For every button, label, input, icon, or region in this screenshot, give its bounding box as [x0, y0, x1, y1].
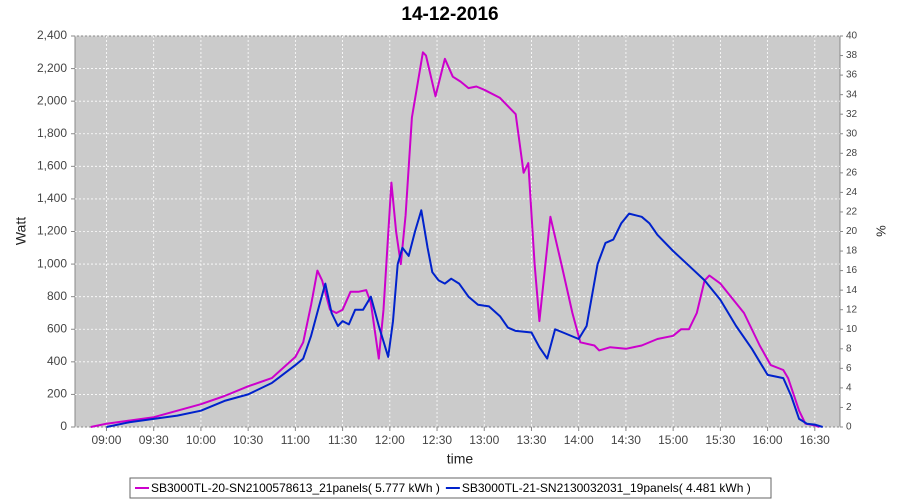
y2-tick-label: 36 [846, 70, 858, 81]
x-tick-label: 09:30 [139, 433, 169, 447]
y2-tick-label: 8 [846, 343, 852, 354]
y2-tick-label: 26 [846, 167, 858, 178]
y-tick-label: 600 [47, 321, 67, 335]
x-tick-label: 14:30 [611, 433, 641, 447]
y-tick-label: 1,600 [37, 159, 67, 173]
y2-axis-label: % [874, 225, 889, 237]
y-tick-label: 2,200 [37, 61, 67, 75]
chart-title: 14-12-2016 [401, 4, 498, 25]
y-tick-label: 1,400 [37, 191, 67, 205]
y2-tick-label: 32 [846, 109, 858, 120]
y2-tick-label: 2 [846, 402, 852, 413]
series-line [90, 51, 820, 428]
y-tick-label: 1,000 [37, 256, 67, 270]
x-tick-label: 11:00 [281, 433, 310, 447]
x-axis-label: time [447, 451, 474, 467]
y2-tick-label: 28 [846, 148, 858, 159]
y2-tick-label: 30 [846, 128, 858, 139]
y2-tick-label: 0 [846, 422, 852, 433]
y2-tick-label: 14 [846, 285, 858, 296]
y-tick-label: 800 [47, 289, 67, 303]
y2-tick-label: 22 [846, 207, 858, 218]
x-tick-label: 12:30 [422, 433, 452, 447]
y-axis-label: Watt [13, 217, 29, 245]
y-tick-label: 1,800 [37, 126, 67, 140]
y2-tick-label: 16 [846, 265, 858, 276]
y-tick-label: 0 [60, 419, 67, 433]
y-tick-label: 200 [47, 387, 67, 401]
y2-tick-label: 34 [846, 89, 858, 100]
y-tick-label: 400 [47, 354, 67, 368]
x-tick-label: 09:00 [91, 433, 121, 447]
y2-tick-label: 10 [846, 324, 858, 335]
series-line [106, 209, 823, 428]
x-tick-label: 12:00 [375, 433, 405, 447]
y2-tick-label: 4 [846, 383, 852, 394]
y2-tick-label: 6 [846, 363, 852, 374]
legend-label: SB3000TL-21-SN2130032031_19panels( 4.481… [462, 481, 751, 495]
y2-tick-label: 12 [846, 304, 858, 315]
x-tick-label: 16:00 [753, 433, 783, 447]
x-tick-label: 15:00 [658, 433, 688, 447]
y2-tick-label: 24 [846, 187, 858, 198]
y2-tick-label: 40 [846, 31, 858, 42]
legend-label: SB3000TL-20-SN2100578613_21panels( 5.777… [151, 481, 440, 495]
x-tick-label: 13:30 [516, 433, 546, 447]
x-tick-label: 13:00 [469, 433, 499, 447]
x-tick-label: 15:30 [705, 433, 735, 447]
x-tick-label: 16:30 [800, 433, 830, 447]
y-tick-label: 2,400 [37, 28, 67, 42]
y-tick-label: 1,200 [37, 224, 67, 238]
plot-area [74, 35, 841, 428]
y2-tick-label: 20 [846, 226, 858, 237]
x-tick-label: 10:00 [186, 433, 216, 447]
y-tick-label: 2,000 [37, 93, 67, 107]
y2-tick-label: 18 [846, 246, 858, 257]
y2-tick-label: 38 [846, 50, 858, 61]
x-tick-label: 11:30 [328, 433, 357, 447]
x-tick-label: 14:00 [564, 433, 594, 447]
x-tick-label: 10:30 [233, 433, 263, 447]
